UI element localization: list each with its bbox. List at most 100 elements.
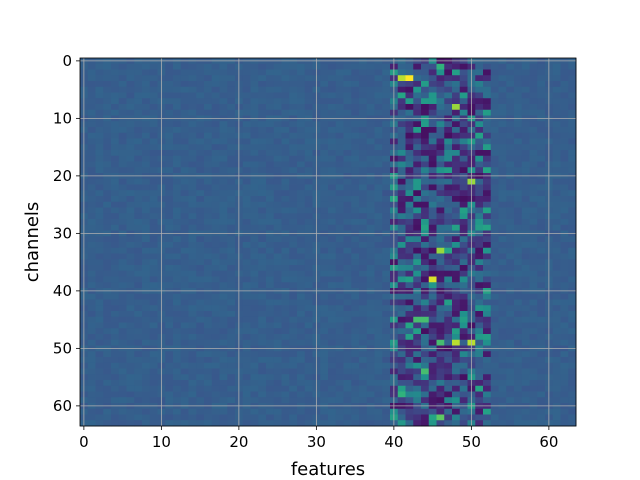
heatmap-cell <box>126 144 135 151</box>
heatmap-cell <box>142 276 151 283</box>
heatmap-cell <box>452 265 461 272</box>
heatmap-cell <box>165 305 174 312</box>
heatmap-cell <box>366 305 375 312</box>
heatmap-cell <box>506 253 515 260</box>
heatmap-cell <box>180 121 189 128</box>
heatmap-cell <box>436 351 445 358</box>
heatmap-cell <box>483 408 492 415</box>
heatmap-cell <box>266 236 275 243</box>
heatmap-cell <box>211 132 220 139</box>
y-tick-label: 60 <box>53 397 72 415</box>
heatmap-cell <box>165 75 174 82</box>
heatmap-cell <box>250 224 259 231</box>
heatmap-cell <box>297 397 306 404</box>
heatmap-cell <box>506 408 515 415</box>
heatmap-cell <box>483 368 492 375</box>
heatmap-cell <box>552 299 561 306</box>
heatmap-cell <box>521 385 530 392</box>
heatmap-cell <box>397 380 406 387</box>
heatmap-cell <box>118 69 127 76</box>
heatmap-cell <box>118 316 127 323</box>
heatmap-cell <box>506 374 515 381</box>
heatmap-cell <box>359 167 368 174</box>
heatmap-cell <box>374 368 383 375</box>
heatmap-cell <box>149 63 158 70</box>
heatmap-cell <box>428 109 437 116</box>
heatmap-cell <box>219 408 228 415</box>
heatmap-cell <box>537 109 546 116</box>
heatmap-cell <box>320 104 329 111</box>
heatmap-cell <box>328 270 337 277</box>
heatmap-cell <box>118 351 127 358</box>
heatmap-cell <box>382 86 391 93</box>
heatmap-cell <box>258 190 267 197</box>
heatmap-cell <box>281 334 290 341</box>
heatmap-cell <box>227 316 236 323</box>
heatmap-cell <box>521 374 530 381</box>
heatmap-cell <box>118 311 127 318</box>
heatmap-cell <box>421 224 430 231</box>
heatmap-cell <box>258 150 267 157</box>
heatmap-cell <box>459 362 468 369</box>
heatmap-cell <box>413 109 422 116</box>
heatmap-cell <box>529 380 538 387</box>
heatmap-cell <box>351 127 360 134</box>
heatmap-cell <box>211 219 220 226</box>
heatmap-cell <box>537 316 546 323</box>
heatmap-cell <box>320 242 329 249</box>
heatmap-cell <box>320 305 329 312</box>
heatmap-cell <box>552 224 561 231</box>
heatmap-cell <box>111 121 120 128</box>
heatmap-cell <box>328 242 337 249</box>
heatmap-cell <box>568 144 577 151</box>
heatmap-cell <box>188 397 197 404</box>
heatmap-cell <box>227 109 236 116</box>
heatmap-cell <box>242 190 251 197</box>
heatmap-cell <box>428 305 437 312</box>
heatmap-cell <box>134 322 143 329</box>
heatmap-cell <box>475 190 484 197</box>
heatmap-cell <box>552 196 561 203</box>
heatmap-cell <box>134 81 143 88</box>
heatmap-cell <box>537 265 546 272</box>
heatmap-cell <box>242 334 251 341</box>
heatmap-cell <box>204 368 213 375</box>
heatmap-cell <box>413 81 422 88</box>
heatmap-cell <box>258 92 267 99</box>
heatmap-cell <box>180 385 189 392</box>
heatmap-cell <box>506 127 515 134</box>
heatmap-cell <box>529 98 538 105</box>
heatmap-cell <box>111 69 120 76</box>
heatmap-cell <box>405 127 414 134</box>
heatmap-cell <box>568 69 577 76</box>
heatmap-cell <box>219 86 228 93</box>
heatmap-cell <box>413 357 422 364</box>
heatmap-cell <box>204 196 213 203</box>
heatmap-cell <box>304 299 313 306</box>
heatmap-cell <box>111 408 120 415</box>
heatmap-cell <box>111 207 120 214</box>
heatmap-cell <box>490 305 499 312</box>
heatmap-cell <box>95 247 104 254</box>
heatmap-cell <box>521 81 530 88</box>
heatmap-cell <box>204 121 213 128</box>
heatmap-cell <box>568 75 577 82</box>
heatmap-cell <box>111 362 120 369</box>
heatmap-cell <box>514 270 523 277</box>
heatmap-cell <box>204 334 213 341</box>
heatmap-cell <box>335 144 344 151</box>
heatmap-cell <box>211 276 220 283</box>
heatmap-cell <box>343 397 352 404</box>
heatmap-cell <box>134 270 143 277</box>
heatmap-cell <box>87 282 96 289</box>
heatmap-cell <box>196 219 205 226</box>
heatmap-cell <box>366 270 375 277</box>
heatmap-cell <box>180 213 189 220</box>
heatmap-cell <box>514 178 523 185</box>
heatmap-cell <box>397 414 406 421</box>
heatmap-cell <box>529 253 538 260</box>
heatmap-cell <box>95 420 104 427</box>
heatmap-cell <box>514 282 523 289</box>
heatmap-cell <box>204 178 213 185</box>
heatmap-cell <box>227 219 236 226</box>
